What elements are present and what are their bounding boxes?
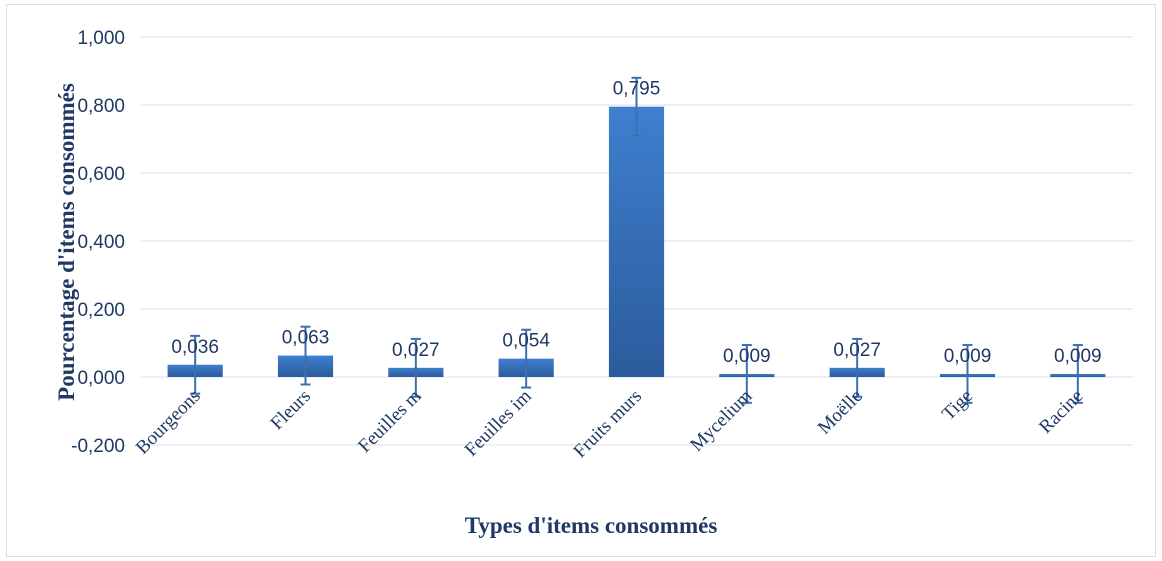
- data-label: 0,036: [171, 337, 219, 358]
- bars: [167, 106, 1106, 377]
- x-axis-title: Types d'items consommés: [465, 513, 718, 538]
- y-tick-label: -0,200: [71, 436, 125, 457]
- x-axis-categories: Bourgeons Fleurs Feuilles m Feuilles im Frui…: [132, 386, 1087, 463]
- data-label: 0,027: [833, 340, 881, 361]
- bar: [608, 106, 665, 377]
- x-category-label: Fruits murs: [570, 386, 646, 462]
- data-label: 0,063: [282, 328, 330, 349]
- x-category-label: Fleurs: [267, 386, 315, 434]
- x-category-label: Moëlle: [814, 386, 867, 439]
- x-category-label: Racine: [1035, 386, 1087, 438]
- y-tick-label: 0,200: [77, 300, 125, 321]
- data-label: 0,009: [1054, 346, 1102, 367]
- y-axis-ticks: -0,200 0,000 0,200 0,400 0,600 0,800 1,000: [71, 28, 125, 457]
- y-tick-label: 0,800: [77, 96, 125, 117]
- x-category-label: Bourgeons: [132, 386, 205, 459]
- data-label: 0,054: [502, 331, 550, 352]
- y-axis-title: Pourcentage d'items consommés: [54, 83, 79, 401]
- chart-frame: -0,200 0,000 0,200 0,400 0,600 0,800 1,000 0,0…: [6, 4, 1156, 557]
- error-bars: [190, 76, 1083, 404]
- x-category-label: Feuilles im: [461, 386, 536, 461]
- data-label: 0,027: [392, 340, 440, 361]
- data-labels: 0,036 0,063 0,027 0,054 0,795 0,009 0,027 0,009…: [171, 79, 1101, 367]
- y-tick-label: 0,400: [77, 232, 125, 253]
- data-label: 0,795: [613, 79, 661, 100]
- x-category-label: Feuilles m: [354, 386, 425, 457]
- y-tick-label: 0,000: [77, 368, 125, 389]
- y-tick-label: 0,600: [77, 164, 125, 185]
- x-category-label: Tige: [938, 386, 977, 425]
- y-tick-label: 1,000: [77, 28, 125, 49]
- data-label: 0,009: [723, 346, 771, 367]
- bar-chart: -0,200 0,000 0,200 0,400 0,600 0,800 1,000 0,0…: [54, 28, 1133, 538]
- data-label: 0,009: [944, 346, 992, 367]
